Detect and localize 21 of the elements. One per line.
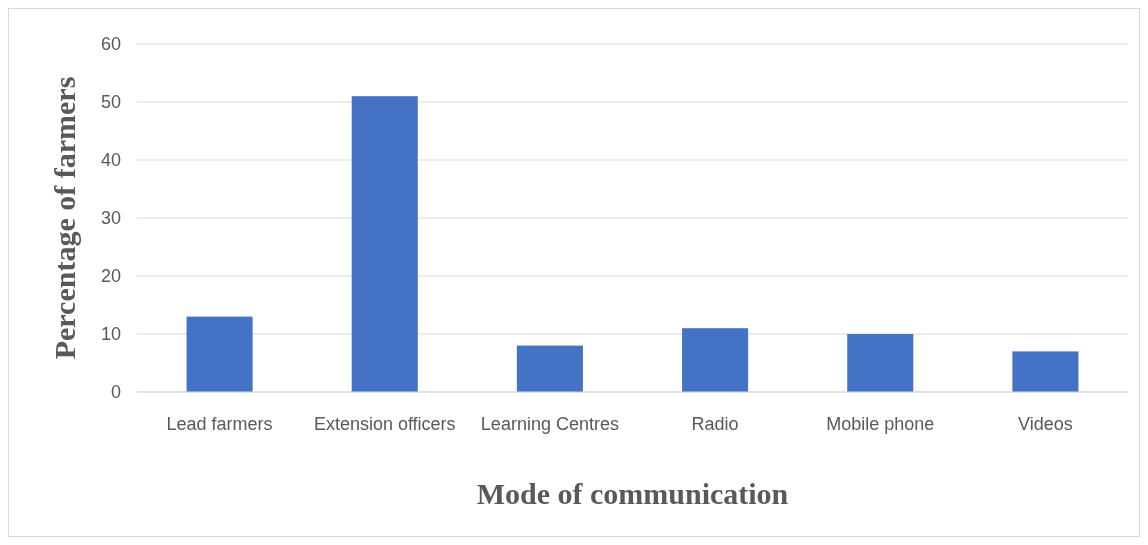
y-tick-label: 30 (100, 208, 121, 229)
x-tick-label: Lead farmers (166, 414, 273, 434)
y-tick-label: 40 (100, 150, 121, 171)
x-tick-label: Videos (1018, 414, 1073, 434)
bar (682, 328, 749, 392)
x-tick-label: Learning Centres (480, 414, 619, 434)
y-tick-label: 20 (100, 266, 121, 287)
x-tick-label: Radio (691, 414, 739, 434)
x-tick-label: Extension officers (313, 414, 456, 434)
y-axis-title: Percentage of farmers (48, 76, 81, 360)
bar (351, 96, 418, 392)
bar (1012, 351, 1079, 392)
x-axis-title: Mode of communication (476, 477, 789, 510)
x-tick-label: Mobile phone (826, 414, 935, 434)
y-tick-label: 60 (100, 34, 121, 55)
bar (516, 345, 583, 392)
bar (186, 316, 253, 392)
y-tick-label: 0 (110, 382, 121, 403)
y-tick-label: 50 (100, 92, 121, 113)
y-tick-label: 10 (100, 324, 121, 345)
bar (847, 334, 914, 392)
